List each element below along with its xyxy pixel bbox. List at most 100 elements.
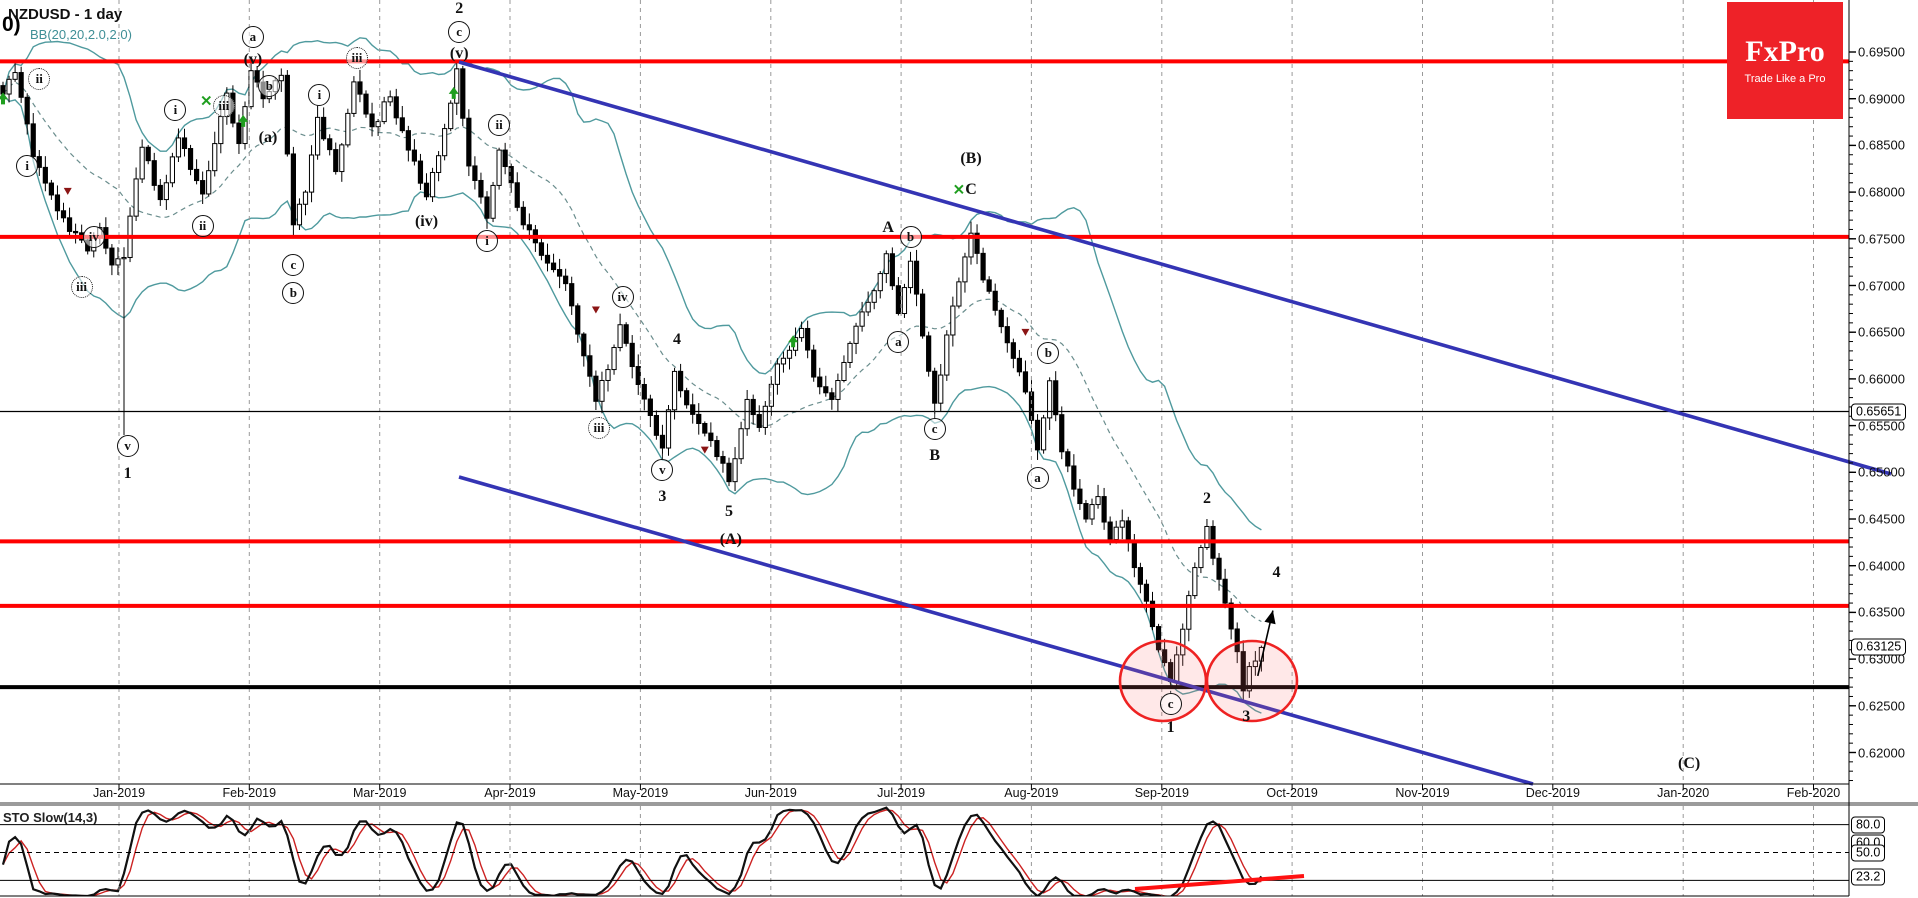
candlestick [181,137,188,150]
candlestick [460,68,466,119]
candlestick [254,70,260,83]
candlestick [466,117,472,167]
candlestick [1022,371,1029,393]
elliott-wave-label: i [164,98,187,121]
candlestick [1101,496,1107,523]
candlestick [895,285,901,315]
candlestick [1252,660,1258,668]
channel-trendline [458,60,1892,476]
close-trade-x-icon [954,184,964,195]
candlestick [496,149,502,186]
candlestick [956,281,962,307]
candlestick [653,414,659,436]
price-axis-label: 0.67000 [1858,278,1905,293]
stochastic-indicator-label: STO Slow(14,3) [3,810,98,825]
sell-marker-icon [1021,328,1030,336]
candlestick [520,206,526,226]
buy-arrow-icon [448,86,459,99]
candlestick [145,146,151,162]
sto-value-tag: 23.2 [1851,868,1886,886]
candlestick [18,72,24,98]
candlestick [502,149,508,168]
candlestick [24,96,30,125]
buy-arrow-icon [788,335,799,348]
elliott-wave-label: C [965,181,977,199]
candlestick [30,123,36,158]
candlestick [200,180,206,195]
candlestick [889,253,895,287]
candlestick [1234,628,1240,653]
candlestick [1192,567,1198,597]
candlestick [169,156,176,184]
candlestick [508,166,514,184]
candlestick [684,390,690,406]
elliott-wave-label: ii [28,68,51,91]
candlestick [635,366,641,386]
candlestick [544,254,551,264]
candlestick [206,170,212,195]
candlestick [926,335,932,372]
buy-arrow-icon [238,114,249,127]
candlestick [968,232,974,258]
candlestick [696,413,702,424]
candlestick [363,93,369,115]
candlestick [938,374,944,404]
channel-trendline [458,475,1534,786]
candlestick [333,149,339,173]
elliott-wave-label: (B) [960,149,982,167]
candlestick [436,155,442,173]
candlestick [986,279,992,292]
candlestick [799,327,805,339]
candlestick [920,293,926,337]
highlight-ellipse [1205,639,1299,723]
candlestick [1113,526,1119,541]
candlestick [829,392,835,400]
elliott-wave-label: (v) [449,44,469,62]
candlestick [835,380,841,400]
candlestick [115,258,121,266]
candlestick [671,370,678,411]
candlestick [284,74,290,155]
candlestick [732,458,738,483]
price-tag: 0.63125 [1851,638,1907,656]
candlestick [1149,600,1156,628]
candlestick [339,144,345,173]
candlestick [381,101,387,123]
elliott-wave-label: (v) [243,51,263,69]
candlestick [1198,547,1204,569]
candlestick [327,138,333,151]
elliott-wave-label: a [1026,466,1049,489]
candlestick [841,361,847,382]
candlestick [454,68,460,104]
candlestick [550,262,557,271]
candlestick [611,347,617,371]
price-axis-label: 0.66000 [1858,371,1905,387]
price-axis-label: 0.69500 [1858,44,1905,60]
candlestick [1077,488,1083,505]
elliott-wave-label: (a) [258,128,278,146]
candlestick [557,269,563,277]
candlestick [805,327,811,351]
candlestick [593,375,599,402]
elliott-wave-label: (A) [719,530,742,548]
candlestick [617,324,623,349]
candlestick [974,232,980,254]
candlestick [859,311,865,327]
elliott-wave-label: i [476,229,498,252]
candlestick [315,116,321,156]
candlestick [278,74,284,82]
candlestick [151,160,157,186]
candlestick [907,260,914,289]
candlestick [423,182,430,198]
candlestick [442,128,448,157]
candlestick [599,379,605,402]
candlestick [66,217,73,232]
price-axis-label: 0.64000 [1858,558,1905,574]
candlestick [157,184,163,201]
candlestick [871,290,877,303]
candlestick [992,290,998,311]
sell-marker-icon [63,187,72,195]
date-axis-label: Feb-2019 [222,786,277,800]
